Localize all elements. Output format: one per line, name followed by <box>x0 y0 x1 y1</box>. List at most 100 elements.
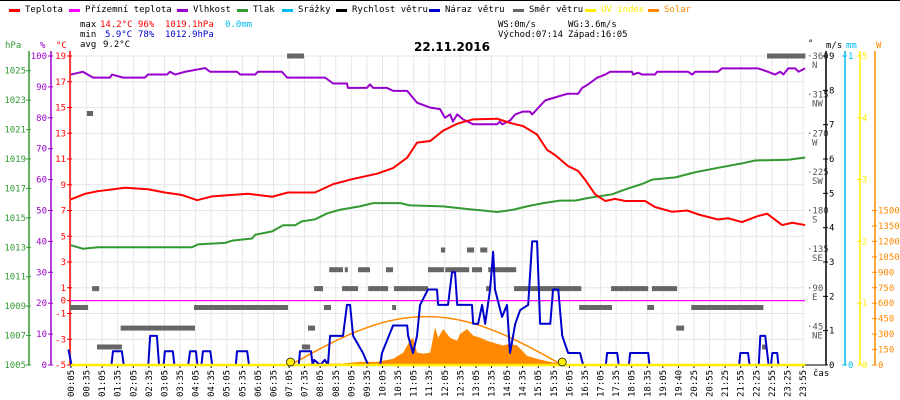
legend-label: Směr větru <box>529 5 584 15</box>
wind-tick-label: 2 <box>829 292 834 302</box>
wind-direction-bar <box>471 267 483 273</box>
direction-tick-label: ·225 <box>807 168 829 178</box>
pressure-tick-label: 1015 <box>4 214 26 224</box>
x-tick-label: 00:05 <box>67 370 77 397</box>
x-tick-label: 07:05 <box>285 370 295 397</box>
pressure-tick-label: 1005 <box>4 361 26 371</box>
temperature-tick-label: 19 <box>55 52 66 62</box>
pressure-tick-label: 1007 <box>4 332 26 342</box>
wind-direction-bar <box>385 267 394 273</box>
stat-min-label: min <box>80 30 97 40</box>
legend-item-5: Rychlost větru <box>336 5 428 15</box>
x-tick-label: 10:35 <box>394 370 404 397</box>
humidity-tick-label: 0 <box>42 361 47 371</box>
stat-ws: WS:0m/s <box>498 20 536 30</box>
solar-tick-label: 450 <box>878 315 894 325</box>
direction-tick-label: ·90 <box>807 284 823 294</box>
temperature-tick-label: -1 <box>55 310 66 320</box>
compass-label: NE <box>812 331 823 341</box>
wind-direction-bar <box>762 344 768 350</box>
x-tick-label: 19:40 <box>674 370 684 397</box>
unit-direction: ° <box>808 39 814 49</box>
legend-label: Vlhkost <box>193 5 231 15</box>
x-tick-label: 14:35 <box>519 370 529 397</box>
stat-min-hum: 78% <box>138 30 155 40</box>
legend-item-2: Vlhkost <box>177 5 231 15</box>
x-tick-label: 09:05 <box>347 370 357 397</box>
legend-swatch <box>336 8 347 12</box>
wind-direction-bar <box>579 304 612 310</box>
wind-tick-label: 8 <box>829 86 834 96</box>
compass-label: NW <box>812 100 823 110</box>
x-tick-label: 05:05 <box>223 370 233 397</box>
wind-direction-bar <box>368 286 389 292</box>
wind-direction-bar <box>344 267 348 273</box>
legend-label: Přízemní teplota <box>85 5 172 15</box>
wind-direction-bar <box>287 53 304 59</box>
wind-direction-bar <box>651 286 678 292</box>
x-tick-label: 21:25 <box>721 370 731 397</box>
humidity-tick-label: 50 <box>36 207 47 217</box>
wind-direction-bar <box>445 267 470 273</box>
humidity-tick-label: 60 <box>36 176 47 186</box>
legend-label: Rychlost větru <box>352 5 428 15</box>
solar-tick-label: 300 <box>878 330 894 340</box>
humidity-line <box>70 67 806 126</box>
x-tick-label: 11:05 <box>410 370 420 397</box>
x-tick-label: 16:35 <box>581 370 591 397</box>
wind-direction-bar <box>440 247 446 253</box>
wind-direction-bar <box>120 325 195 331</box>
stat-avg-label: avg <box>80 40 97 50</box>
wind-direction-bar <box>69 304 89 310</box>
wind-direction-bar <box>486 286 491 292</box>
sunrise-marker <box>286 357 295 367</box>
legend-label: Náraz větru <box>445 5 505 15</box>
x-tick-label: 13:35 <box>488 370 498 397</box>
temperature-tick-label: 15 <box>55 104 66 114</box>
unit-time: čas <box>813 369 830 379</box>
unit-temp: °C <box>56 41 67 51</box>
legend-swatch <box>69 8 80 12</box>
pressure-tick-label: 1021 <box>4 126 26 136</box>
x-tick-label: 00:35 <box>83 370 93 397</box>
legend-label: Teplota <box>25 5 63 15</box>
x-tick-label: 18:35 <box>643 370 653 397</box>
uv-tick-label: 5 <box>862 52 867 62</box>
wind-direction-bar <box>97 344 122 350</box>
stat-max-temp: 14.2°C <box>100 20 133 30</box>
uv-tick-label: 1 <box>862 299 867 309</box>
temperature-tick-label: -3 <box>55 335 66 345</box>
legend-swatch <box>177 8 188 12</box>
direction-tick-label: ·360 <box>807 52 829 62</box>
pressure-tick-label: 1023 <box>4 96 26 106</box>
wind-direction-bar <box>194 304 289 310</box>
wind-direction-bar <box>392 304 397 310</box>
x-tick-label: 17:35 <box>612 370 622 397</box>
x-tick-label: 05:35 <box>238 370 248 397</box>
x-tick-label: 22:25 <box>752 370 762 397</box>
stat-min-press: 1012.9hPa <box>165 30 214 40</box>
direction-tick-label: ·315 <box>807 91 829 101</box>
unit-mm: mm <box>846 41 857 51</box>
stat-rain: 0.0mm <box>225 20 253 30</box>
solar-tick-label: 1200 <box>878 237 900 247</box>
wind-tick-label: 5 <box>829 189 834 199</box>
x-tick-label: 17:05 <box>597 370 607 397</box>
solar-clear-sky-line <box>290 315 563 366</box>
legend-label: UV index <box>601 5 645 15</box>
x-tick-label: 12:05 <box>441 370 451 397</box>
stat-sunset: Západ:16:05 <box>568 30 628 40</box>
legend-swatch <box>429 8 440 12</box>
uv-tick-label: 3 <box>862 176 867 186</box>
unit-hpa: hPa <box>5 41 22 51</box>
uv-tick-label: 0 <box>862 361 867 371</box>
x-tick-label: 12:35 <box>456 370 466 397</box>
wind-direction-bar <box>301 344 311 350</box>
compass-label: N <box>812 61 817 71</box>
x-tick-label: 13:05 <box>472 370 482 397</box>
temperature-tick-label: 13 <box>55 129 66 139</box>
humidity-tick-label: 70 <box>36 145 47 155</box>
pressure-tick-label: 1017 <box>4 184 26 194</box>
x-tick-label: 09:35 <box>363 370 373 397</box>
